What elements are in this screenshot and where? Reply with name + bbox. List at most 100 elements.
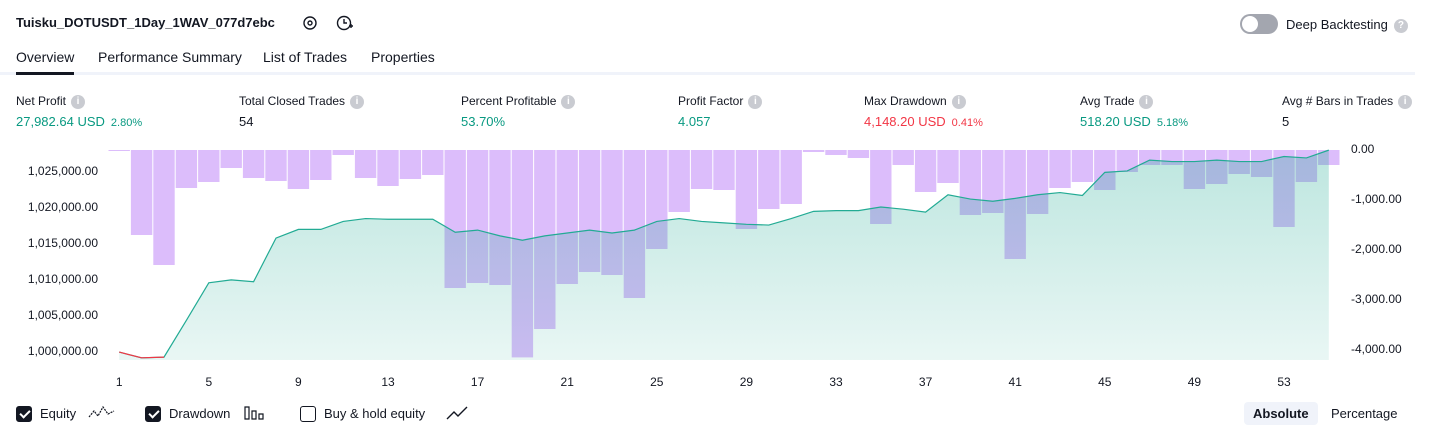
y2-tick-label: -3,000.00	[1351, 292, 1402, 306]
y-tick-label: 1,015,000.00	[28, 236, 98, 250]
metric-value: 53.70%	[461, 114, 506, 129]
drawdown-bar	[399, 150, 422, 179]
drawdown-bar	[982, 150, 1004, 213]
toggle-text: Deep Backtesting	[1286, 17, 1388, 32]
drawdown-icon	[244, 406, 264, 420]
metric-value: 27,982.64 USD	[16, 114, 105, 129]
drawdown-bar	[802, 150, 825, 152]
tab[interactable]: Properties	[371, 49, 435, 65]
legend-label: Drawdown	[169, 406, 231, 422]
button-absolute[interactable]: Absolute	[1244, 402, 1318, 425]
metric-value-row: 5	[1282, 113, 1289, 131]
y2-tick-label: 0.00	[1351, 142, 1375, 156]
y-tick-label: 1,025,000.00	[28, 164, 98, 178]
metric-label-row: Max Drawdown i	[864, 94, 966, 109]
legend-label: Equity	[40, 406, 77, 422]
x-tick-label: 1	[116, 375, 123, 389]
x-tick-label: 45	[1098, 375, 1112, 389]
metric-label: Avg # Bars in Trades	[1282, 94, 1394, 108]
drawdown-bar	[914, 150, 937, 192]
drawdown-bar	[825, 150, 847, 155]
x-tick-label: 49	[1188, 375, 1202, 389]
metric-value-row: 54	[239, 113, 253, 131]
drawdown-bar	[242, 150, 265, 178]
metric-value: 5	[1282, 114, 1290, 129]
y-tick-label: 1,000,000.00	[28, 344, 98, 358]
x-tick-label: 33	[829, 375, 843, 389]
x-tick-label: 21	[561, 375, 575, 389]
y2-tick-label: -4,000.00	[1351, 342, 1402, 356]
metric-percent: 0.41%	[951, 117, 983, 129]
metric-value-row: 518.20 USD 5.18%	[1080, 113, 1188, 131]
metric-value: 54	[239, 114, 254, 129]
metric-label-row: Profit Factor i	[678, 94, 763, 109]
drawdown-bar	[287, 150, 310, 189]
legend-item[interactable]: Equity	[16, 405, 76, 422]
x-tick-label: 9	[295, 375, 302, 389]
metric-label: Avg Trade	[1080, 94, 1135, 108]
drawdown-bar	[220, 150, 242, 168]
equity-area	[119, 150, 1329, 360]
drawdown-bar	[690, 150, 713, 189]
metric-label-row: Avg # Bars in Trades i	[1282, 94, 1413, 109]
drawdown-bar	[354, 150, 377, 178]
info-icon: i	[350, 95, 365, 109]
x-tick-label: 29	[740, 375, 754, 389]
drawdown-bar	[1071, 150, 1094, 182]
equity-loss-segment	[119, 351, 142, 359]
y2-tick-label: -1,000.00	[1351, 192, 1402, 206]
legend-item[interactable]: Buy & hold equity	[300, 405, 425, 422]
drawdown-bar	[310, 150, 332, 180]
button-percentage[interactable]: Percentage	[1331, 406, 1398, 421]
x-tick-label: 53	[1277, 375, 1291, 389]
tab-divider	[0, 72, 1415, 75]
legend-item[interactable]: Drawdown	[145, 405, 230, 422]
metric-percent: 2.80%	[110, 117, 143, 129]
tab[interactable]: Overview	[16, 49, 75, 65]
drawdown-bar	[870, 150, 892, 224]
info-icon: i	[748, 95, 763, 109]
drawdown-bar	[735, 150, 758, 229]
toggle[interactable]	[1240, 14, 1278, 34]
drawdown-bar	[108, 150, 130, 151]
drawdown-bar	[422, 150, 444, 175]
y-tick-label: 1,010,000.00	[28, 272, 98, 286]
buyhold-icon	[446, 406, 468, 420]
equity-line	[119, 149, 1329, 359]
drawdown-bar	[153, 150, 175, 265]
plot: 1,000,000.00 1,005,000.00 1,010,000.00 1,01…	[28, 142, 1402, 389]
drawdown-bar	[847, 150, 870, 158]
checkbox	[145, 405, 161, 422]
metric-label-row: Avg Trade i	[1080, 94, 1154, 109]
metric-label-row: Total Closed Trades i	[239, 94, 365, 109]
drawdown-bar	[198, 150, 220, 182]
drawdown-bar	[130, 150, 153, 235]
y2-tick-label: -2,000.00	[1351, 242, 1402, 256]
x-tick-label: 25	[650, 375, 664, 389]
metric-label-row: Net Profit i	[16, 94, 86, 109]
legend-label: Buy & hold equity	[324, 406, 426, 422]
metric-value: 4,148.20 USD	[864, 114, 946, 129]
drawdown-bar	[265, 150, 287, 181]
drawdown-bar	[175, 150, 198, 188]
equity-icon	[88, 405, 115, 418]
header-icons[interactable]	[300, 14, 360, 34]
equity-loss-segment	[141, 356, 165, 359]
metric-label: Net Profit	[16, 94, 67, 108]
tab[interactable]: Performance Summary	[98, 49, 242, 65]
info-icon: i	[1398, 95, 1413, 109]
drawdown-bar	[713, 150, 735, 190]
x-tick-label: 17	[471, 375, 485, 389]
drawdown-bar	[937, 150, 959, 183]
toggle-label: Deep Backtesting?	[1286, 17, 1408, 33]
metric-value-row: 27,982.64 USD 2.80%	[16, 113, 142, 131]
metric-value: 4.057	[678, 114, 711, 129]
metric-value-row: 4.057	[678, 113, 711, 131]
metric-percent: 5.18%	[1156, 117, 1189, 129]
metric-label-row: Percent Profitable i	[461, 94, 576, 109]
strategy-title: Tuisku_DOTUSDT_1Day_1WAV_077d7ebc	[16, 15, 275, 30]
tab[interactable]: List of Trades	[263, 49, 348, 65]
drawdown-bar	[780, 150, 802, 204]
